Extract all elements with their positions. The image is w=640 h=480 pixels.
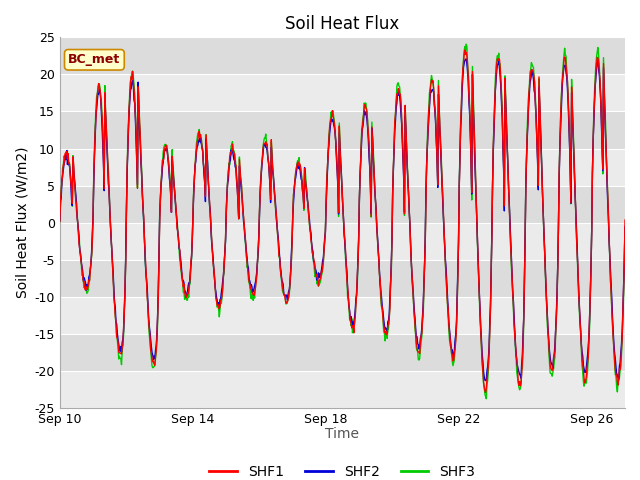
- X-axis label: Time: Time: [325, 427, 360, 441]
- SHF2: [490, 150, 497, 156]
- SHF2: [462, 56, 470, 62]
- Title: Soil Heat Flux: Soil Heat Flux: [285, 15, 399, 33]
- Bar: [60, 74, 625, 111]
- SHF3: [621, 224, 629, 230]
- SHF3: [56, 219, 63, 225]
- Bar: [60, 260, 625, 297]
- SHF1: [132, 128, 140, 134]
- SHF1: [120, 312, 128, 317]
- SHF3: [170, 183, 178, 189]
- Line: SHF1: SHF1: [60, 50, 625, 392]
- SHF1: [170, 184, 178, 190]
- SHF1: [490, 145, 497, 151]
- SHF3: [483, 396, 490, 402]
- SHF2: [170, 185, 178, 191]
- SHF2: [132, 136, 140, 142]
- SHF3: [349, 330, 356, 336]
- SHF2: [56, 218, 63, 224]
- SHF1: [621, 217, 629, 223]
- SHF2: [482, 378, 490, 384]
- SHF3: [462, 41, 470, 47]
- Bar: [60, 111, 625, 148]
- SHF2: [621, 224, 629, 229]
- SHF1: [56, 218, 63, 224]
- Bar: [60, 148, 625, 186]
- SHF3: [132, 130, 140, 136]
- SHF1: [461, 47, 468, 53]
- SHF2: [120, 308, 128, 313]
- Bar: [60, 371, 625, 408]
- Line: SHF3: SHF3: [60, 44, 625, 399]
- Legend: SHF1, SHF2, SHF3: SHF1, SHF2, SHF3: [204, 459, 481, 480]
- SHF2: [396, 100, 404, 106]
- SHF3: [120, 308, 128, 313]
- SHF2: [349, 319, 356, 324]
- SHF1: [482, 389, 490, 395]
- SHF1: [349, 323, 356, 329]
- SHF1: [396, 91, 404, 97]
- Text: BC_met: BC_met: [68, 53, 120, 66]
- Bar: [60, 37, 625, 74]
- Bar: [60, 186, 625, 223]
- SHF3: [490, 144, 497, 150]
- Y-axis label: Soil Heat Flux (W/m2): Soil Heat Flux (W/m2): [15, 147, 29, 299]
- Bar: [60, 334, 625, 371]
- SHF3: [396, 93, 404, 98]
- Line: SHF2: SHF2: [60, 59, 625, 381]
- Bar: [60, 223, 625, 260]
- Bar: [60, 297, 625, 334]
